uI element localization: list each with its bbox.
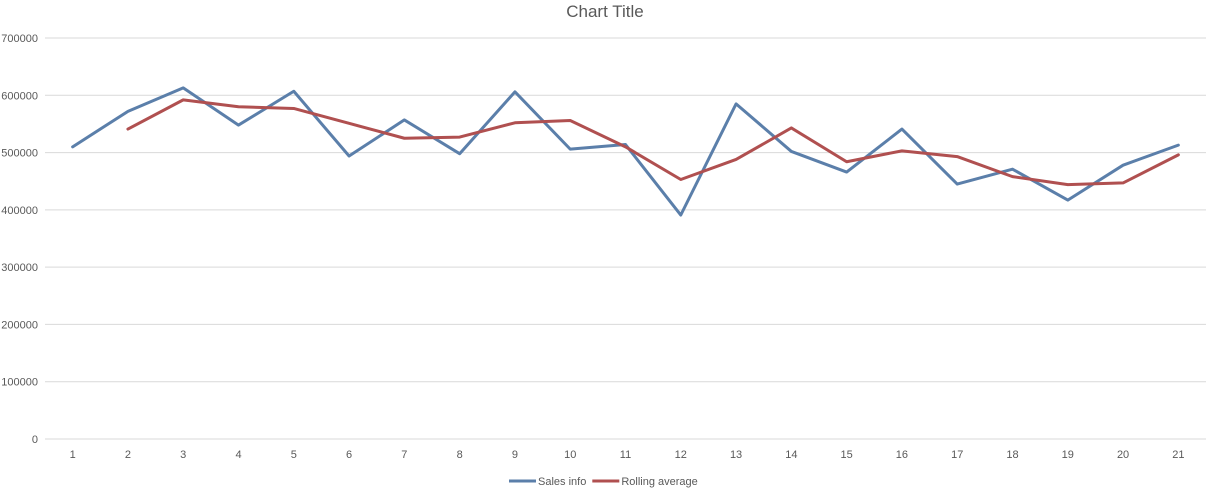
x-tick-label: 19: [1062, 449, 1074, 461]
series-line-sales-info: [71, 86, 1180, 217]
y-tick-label: 600000: [1, 90, 38, 102]
x-tick-label: 10: [564, 449, 576, 461]
x-tick-label: 15: [841, 449, 853, 461]
x-tick-label: 4: [235, 449, 241, 461]
gridlines: [45, 37, 1206, 440]
x-tick-label: 11: [620, 449, 631, 461]
x-tick-label: 5: [291, 449, 297, 461]
y-tick-label: 200000: [1, 319, 38, 331]
x-tick-label: 20: [1117, 449, 1129, 461]
x-tick-label: 1: [70, 449, 76, 461]
x-tick-label: 18: [1006, 449, 1018, 461]
series-line-rolling-average: [126, 98, 1180, 187]
y-tick-label: 300000: [1, 262, 38, 274]
series-lines: [71, 86, 1180, 217]
y-tick-label: 0: [32, 434, 38, 446]
y-tick-label: 100000: [1, 377, 38, 389]
x-tick-label: 6: [346, 449, 352, 461]
x-tick-label: 16: [896, 449, 908, 461]
y-tick-label: 400000: [1, 205, 38, 217]
x-axis-labels: 1 2 3 4 5 6 7 8 9 10 11 12 13 14 15 16 17 18 19 20 21: [70, 449, 1185, 461]
x-tick-label: 21: [1172, 449, 1184, 461]
legend-label: Sales info: [538, 476, 586, 488]
x-tick-label: 13: [730, 449, 742, 461]
x-tick-label: 14: [785, 449, 797, 461]
legend-label: Rolling average: [621, 476, 697, 488]
x-tick-label: 3: [180, 449, 186, 461]
x-tick-label: 12: [675, 449, 687, 461]
x-tick-label: 9: [512, 449, 518, 461]
x-tick-label: 8: [457, 449, 463, 461]
legend: Sales info Rolling average: [509, 476, 698, 488]
y-tick-label: 700000: [1, 33, 38, 45]
x-tick-label: 7: [401, 449, 407, 461]
x-tick-label: 17: [951, 449, 963, 461]
y-axis-labels: 0 100000 200000 300000 400000 500000 600000 700…: [1, 33, 38, 446]
y-tick-label: 500000: [1, 148, 38, 160]
chart-title: Chart Title: [566, 2, 643, 21]
x-tick-label: 2: [125, 449, 131, 461]
